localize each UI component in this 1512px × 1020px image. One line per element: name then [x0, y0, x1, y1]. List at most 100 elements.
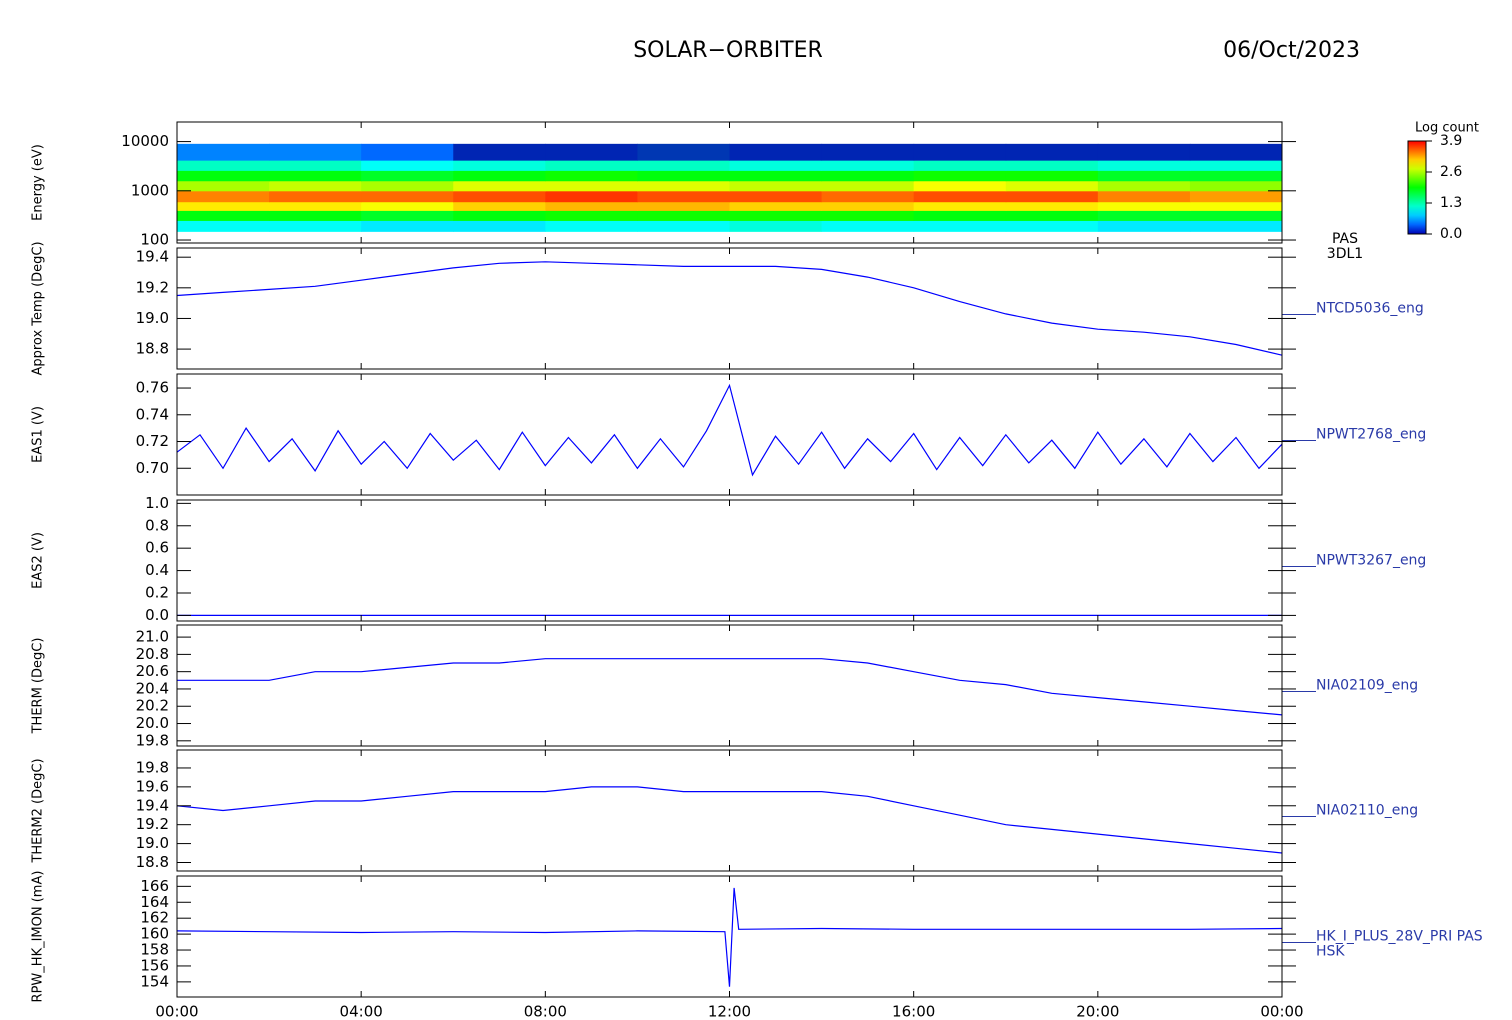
y-tick-label: 19.6: [136, 777, 169, 795]
heatmap-cell: [913, 220, 1007, 232]
y-tick-label: 19.4: [136, 796, 169, 814]
heatmap-cell: [453, 180, 546, 192]
y-axis-label: RPW_HK_IMON (mA): [31, 871, 46, 1003]
heatmap-cell: [545, 210, 638, 221]
heatmap-cell: [545, 201, 638, 211]
heatmap-cell: [177, 170, 270, 182]
data-line: [176, 786, 1283, 854]
series-label: NIA02110_eng: [1316, 803, 1418, 819]
x-tick-label: 20:00: [1076, 1003, 1119, 1020]
chart-title: SOLAR−ORBITER: [633, 38, 823, 63]
heatmap-cell: [269, 210, 362, 221]
heatmap-cell: [821, 190, 915, 203]
heatmap-cell: [269, 160, 362, 171]
y-axis-label: EAS1 (V): [31, 406, 46, 463]
y-tick-label: 0.2: [145, 583, 169, 601]
heatmap-cell: [821, 160, 915, 171]
heatmap-cell: [177, 160, 270, 171]
panel-label: PAS: [1332, 231, 1358, 247]
y-tick-label: 1.0: [145, 494, 169, 512]
heatmap-cell: [1189, 180, 1283, 192]
y-tick-label: 18.8: [136, 340, 169, 358]
y-tick-label: 20.4: [136, 679, 169, 697]
y-tick-label: 20.2: [136, 697, 169, 715]
heatmap-cell: [729, 190, 823, 203]
panel-frame: [176, 624, 1283, 747]
series-label: NPWT3267_eng: [1316, 553, 1426, 569]
y-tick-label: 21.0: [136, 628, 169, 646]
y-tick-label: 19.8: [136, 731, 169, 749]
heatmap-cell: [453, 210, 546, 221]
heatmap-cell: [729, 160, 823, 171]
heatmap-cell: [821, 210, 915, 221]
heatmap-cell: [361, 210, 454, 221]
panel-label: 3DL1: [1327, 246, 1363, 262]
heatmap-cell: [1097, 210, 1191, 221]
panel-frame: [176, 499, 1283, 622]
x-tick-label: 04:00: [340, 1003, 383, 1020]
heatmap-cell: [1189, 210, 1283, 221]
heatmap-cell: [729, 180, 823, 192]
y-tick-label: 10000: [121, 132, 169, 150]
heatmap-cell: [1005, 170, 1099, 182]
heatmap-cell: [1005, 143, 1099, 161]
series-sublabel: HSK: [1316, 944, 1345, 960]
y-tick-label: 0.70: [136, 459, 169, 477]
heatmap-cell: [729, 143, 823, 161]
heatmap-cell: [821, 180, 915, 192]
heatmap-cell: [913, 170, 1007, 182]
chart-date: 06/Oct/2023: [1223, 38, 1360, 63]
heatmap-cell: [269, 201, 362, 211]
heatmap-cell: [637, 143, 730, 161]
colorbar-tick-label: 2.6: [1440, 164, 1462, 180]
heatmap-cell: [453, 170, 546, 182]
heatmap-cell: [913, 201, 1007, 211]
heatmap-cell: [1005, 220, 1099, 232]
y-tick-label: 0.0: [145, 606, 169, 624]
x-tick-label: 16:00: [892, 1003, 935, 1020]
heatmap-cell: [453, 160, 546, 171]
heatmap-cell: [177, 201, 270, 211]
heatmap-cell: [453, 190, 546, 203]
heatmap-cell: [1189, 220, 1283, 232]
heatmap-cell: [913, 160, 1007, 171]
data-line: [176, 383, 1283, 477]
heatmap-cell: [177, 210, 270, 221]
colorbar-tick-label: 3.9: [1440, 133, 1462, 149]
colorbar-title: Log count: [1415, 121, 1479, 136]
heatmap-cell: [913, 190, 1007, 203]
heatmap-cell: [821, 143, 915, 161]
y-tick-label: 19.4: [136, 248, 169, 266]
y-tick-label: 1000: [131, 181, 169, 199]
y-tick-label: 19.2: [136, 278, 169, 296]
x-tick-label: 00:00: [1260, 1003, 1303, 1020]
data-line: [176, 261, 1283, 356]
heatmap-cell: [1097, 170, 1191, 182]
heatmap-cell: [453, 143, 546, 161]
y-tick-label: 0.8: [145, 516, 169, 534]
y-axis-label: Energy (eV): [31, 144, 46, 221]
heatmap-cell: [1189, 170, 1283, 182]
heatmap-cell: [269, 143, 362, 161]
y-tick-label: 20.8: [136, 645, 169, 663]
heatmap-cell: [821, 220, 915, 232]
heatmap-cell: [637, 190, 730, 203]
heatmap-cell: [361, 220, 454, 232]
heatmap-cell: [1097, 160, 1191, 171]
heatmap-cell: [637, 210, 730, 221]
heatmap-cell: [1189, 201, 1283, 211]
y-tick-label: 160: [140, 925, 169, 943]
colorbar-tick-label: 0.0: [1440, 226, 1462, 242]
y-tick-label: 162: [140, 909, 169, 927]
y-tick-label: 100: [140, 231, 169, 249]
heatmap-cell: [361, 190, 454, 203]
y-tick-label: 0.72: [136, 432, 169, 450]
heatmap-cell: [545, 160, 638, 171]
heatmap-cell: [1097, 201, 1191, 211]
heatmap-cell: [1005, 180, 1099, 192]
heatmap-cell: [637, 160, 730, 171]
x-tick-label: 00:00: [155, 1003, 198, 1020]
heatmap-cell: [637, 201, 730, 211]
heatmap-cell: [177, 180, 270, 192]
